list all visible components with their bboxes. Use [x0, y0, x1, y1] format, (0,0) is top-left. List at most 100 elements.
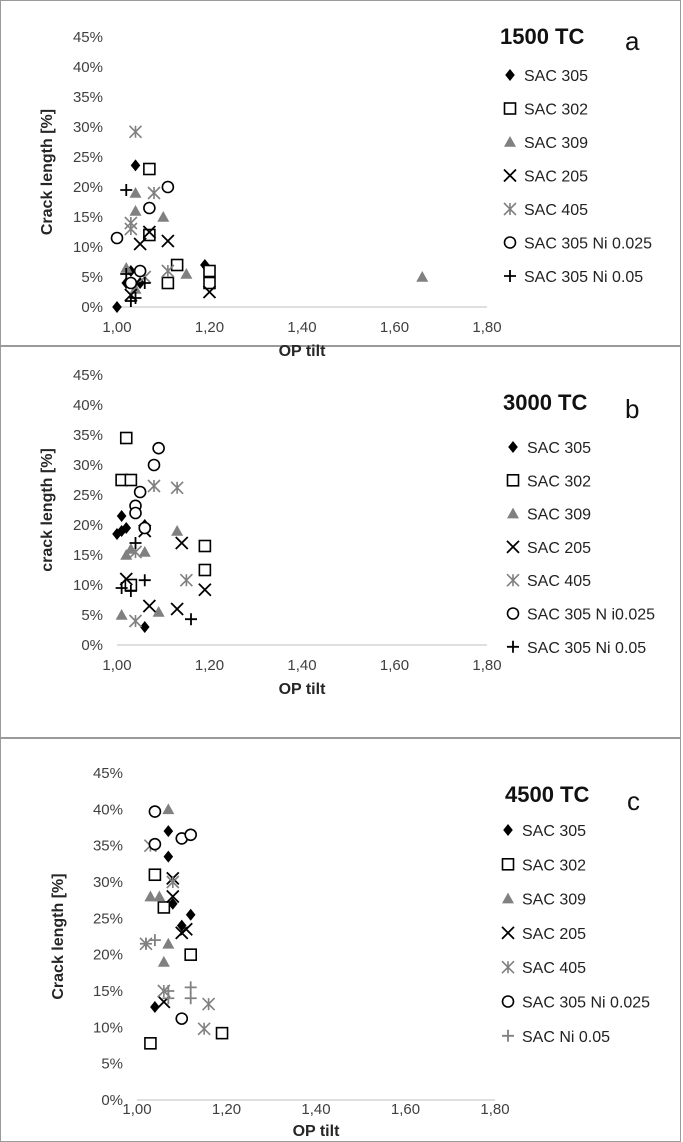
panel-b-legend-label: SAC 305 Ni 0.05 [527, 640, 646, 657]
panel-a-legend-marker [503, 102, 517, 115]
panel-b-legend: SAC 305 SAC 302 SAC 309 SAC 205 SAC 405 SAC 3… [506, 440, 655, 657]
panel-c-series-plus [139, 934, 197, 1005]
panel-c-y-tick-label: 25% [93, 910, 123, 927]
panel-a-data-point [161, 276, 175, 290]
panel-a-data-point [180, 268, 193, 279]
panel-b-y-tick-label: 15% [73, 547, 103, 564]
panel-b-data-point [152, 606, 165, 617]
panel-b-data-point [142, 599, 157, 613]
panel-b-legend-label: SAC 305 N i0.025 [527, 607, 655, 624]
panel-a-data-point [120, 184, 133, 196]
panel-a-x-tick-label: 1,40 [287, 319, 316, 336]
panel-b-data-point [115, 582, 128, 594]
panel-b-border [0, 346, 681, 738]
panel-c-data-point [144, 1037, 157, 1050]
panel-b-y-tick-label: 0% [81, 637, 103, 654]
panel-a-legend-marker [503, 168, 517, 183]
panel-c-chart: 0% 5% 10% 15% 20% 25% 30% 35% 40% 45% 1,00 1,20 1,40… [50, 765, 650, 1140]
panel-b-data-point [171, 525, 184, 536]
panel-a-data-point [130, 159, 141, 172]
panel-b-data-point [133, 485, 147, 499]
panel-c-y-tick-label: 20% [93, 947, 123, 964]
panel-c-x-axis-title: OP tilt [293, 1123, 340, 1140]
panel-c-data-point [148, 868, 162, 882]
panel-b-data-point [128, 614, 143, 628]
panel-a-data-point [161, 234, 175, 248]
panel-b-x-tick-label: 1,60 [380, 657, 409, 674]
panel-b-legend-marker [506, 540, 520, 554]
panel-a-legend-label: SAC 305 Ni 0.025 [524, 236, 652, 253]
panel-a-letter: a [625, 26, 640, 56]
panel-a-legend-label: SAC 302 [524, 102, 588, 119]
panel-a-data-point [203, 276, 216, 290]
panel-a-y-tick-label: 10% [73, 239, 103, 256]
panel-b-chart: 0% 5% 10% 15% 20% 25% 30% 35% 40% 45% 1,00 1,20 1,40… [39, 367, 655, 698]
panel-c-x-tick-label: 1,40 [301, 1101, 330, 1118]
panel-a-x-tick-label: 1,60 [380, 319, 409, 336]
panel-b-data-point [120, 549, 133, 560]
panel-a-data-point [124, 216, 138, 230]
panel-a-legend-marker [505, 69, 515, 81]
panel-c-data-point [166, 889, 180, 904]
panel-c-series-square [144, 868, 229, 1050]
panel-b-y-tick-label: 45% [73, 367, 103, 384]
panel-a-data-point [143, 201, 156, 215]
panel-c-data-point [148, 805, 162, 818]
panel-c-data-point [215, 1026, 229, 1040]
panel-b-data-point [119, 431, 133, 445]
panel-c-x-tick-label: 1,60 [391, 1101, 420, 1118]
panel-c-legend-marker [502, 1029, 514, 1042]
panel-a-y-tick-label: 25% [73, 149, 103, 166]
panel-c-y-tick-label: 10% [93, 1019, 123, 1036]
panel-a-legend-label: SAC 305 Ni 0.05 [524, 269, 643, 286]
panel-c-series-x [157, 871, 193, 1009]
panel-b-legend-marker [507, 507, 519, 519]
panel-b-legend-marker [508, 441, 518, 453]
panel-a-data-point [202, 285, 217, 299]
panel-b-legend-marker [506, 573, 520, 587]
panel-b-data-point [138, 521, 152, 535]
panel-a-legend-marker [504, 136, 516, 147]
panel-c-series-circle [148, 805, 197, 1025]
panel-b-x-tick-label: 1,40 [287, 657, 316, 674]
panel-c-data-point [163, 825, 174, 838]
panel-b-data-point [124, 473, 138, 487]
panel-c-legend-marker [501, 857, 515, 871]
panel-a-data-point [138, 277, 151, 289]
panel-b-y-tick-label: 25% [73, 487, 103, 504]
panel-c-data-point [153, 890, 166, 902]
panel-a-legend-label: SAC 205 [524, 169, 588, 186]
panel-a-legend-marker [503, 202, 517, 216]
panel-c-data-point [150, 1000, 160, 1013]
panel-c-data-point [157, 901, 171, 914]
panel-c-legend-label: SAC 305 Ni 0.025 [522, 995, 650, 1012]
panel-c-data-point [163, 850, 174, 863]
panel-b-y-tick-label: 20% [73, 517, 103, 534]
panel-c-letter: c [627, 786, 640, 816]
panel-c-x-tick-label: 1,00 [122, 1101, 151, 1118]
panel-c-data-point [202, 997, 216, 1011]
panel-a-series-circle [110, 180, 175, 290]
panel-a-data-point [142, 225, 157, 239]
panel-a-data-point [147, 186, 161, 200]
panel-a-legend-label: SAC 405 [524, 202, 588, 219]
panel-c-legend-label: SAC 302 [522, 857, 586, 874]
panel-a-chart: 0% 5% 10% 15% 20% 25% 30% 35% 40% 45% 1,00 1,20 1,40… [39, 24, 652, 360]
panel-a-data-point [161, 180, 175, 194]
panel-b-legend-marker [506, 473, 520, 487]
panel-c-legend-label: SAC 305 [522, 823, 586, 840]
panel-b-series-asterisk [128, 479, 193, 628]
panel-a-y-tick-label: 5% [81, 269, 103, 286]
panel-b-series-circle [129, 441, 165, 535]
panel-b-legend-label: SAC 205 [527, 540, 591, 557]
panel-a-legend-marker [504, 270, 516, 282]
panel-a-data-point [170, 258, 184, 272]
panel-a-series-plus [120, 184, 151, 307]
panel-a-x-axis-title: OP tilt [279, 343, 326, 360]
panel-b-x-tick-label: 1,20 [195, 657, 224, 674]
panel-c-legend-label: SAC Ni 0.05 [522, 1029, 610, 1046]
panel-b-data-point [129, 537, 142, 549]
panel-b-title: 3000 TC [503, 390, 587, 415]
panel-b-data-point [124, 585, 137, 597]
